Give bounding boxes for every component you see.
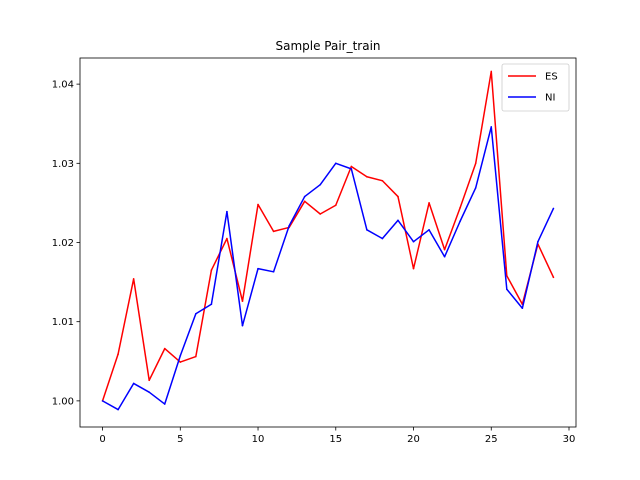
data-point-es (366, 175, 368, 178)
data-point-es (459, 206, 461, 209)
x-tick-label: 5 (177, 434, 183, 445)
y-tick-label: 1.04 (52, 80, 74, 91)
y-tick-label: 1.01 (52, 317, 74, 328)
data-point-es (428, 202, 430, 204)
data-point-ni (272, 271, 275, 273)
data-point-es (350, 165, 353, 168)
chart-title: Sample Pair_train (275, 39, 380, 53)
data-point-es (179, 361, 182, 363)
data-point-ni (366, 229, 368, 231)
x-tick-label: 20 (407, 434, 420, 445)
x-tick-label: 30 (563, 434, 576, 445)
ticks-layer: 0 5 10 15 20 25 30 1.00 1.01 1.02 1.03 1.04 (52, 80, 576, 445)
data-point-ni (381, 237, 384, 240)
x-tick-label: 15 (329, 434, 342, 445)
data-point-es (334, 204, 337, 207)
data-point-es (272, 230, 275, 233)
data-point-es (506, 274, 508, 277)
data-point-es (241, 300, 244, 302)
data-point-es (132, 278, 135, 280)
data-point-es (319, 213, 322, 215)
data-point-ni (521, 307, 524, 310)
x-tick-label: 0 (99, 434, 105, 445)
data-point-es (195, 355, 197, 358)
data-point-ni (490, 126, 493, 128)
data-point-ni (241, 324, 244, 327)
data-point-ni (163, 403, 166, 405)
data-point-es (552, 276, 555, 279)
data-point-es (474, 162, 477, 165)
legend-label-ni: NI (545, 93, 555, 104)
data-point-ni (350, 168, 353, 170)
data-point-ni (257, 267, 259, 270)
data-point-ni (552, 207, 555, 210)
data-point-ni (443, 255, 446, 258)
y-tick-label: 1.03 (52, 159, 74, 170)
data-point-ni (412, 240, 415, 243)
data-point-ni (428, 229, 430, 231)
data-point-es (412, 267, 415, 270)
data-point-es (381, 179, 384, 182)
data-point-ni (319, 183, 322, 186)
data-point-ni (179, 354, 182, 357)
data-point-ni (148, 391, 150, 393)
y-tick-label: 1.00 (52, 396, 74, 407)
data-point-es (163, 347, 166, 350)
data-point-es (443, 248, 446, 251)
data-point-ni (210, 303, 213, 306)
data-point-ni (195, 312, 197, 315)
series-line-es (101, 70, 555, 402)
data-point-ni (397, 219, 399, 222)
series-layer (101, 70, 555, 411)
data-point-ni (101, 400, 104, 402)
data-point-ni (474, 187, 477, 189)
data-point-es (226, 237, 228, 240)
data-point-es (148, 379, 150, 382)
x-tick-label: 10 (252, 434, 265, 445)
data-point-es (210, 269, 213, 272)
data-point-es (397, 195, 399, 198)
data-point-ni (132, 382, 135, 385)
data-point-es (257, 203, 259, 206)
legend: ES NI (501, 63, 570, 112)
data-point-ni (288, 225, 290, 227)
data-point-ni (226, 210, 228, 213)
legend-label-es: ES (545, 72, 558, 83)
data-point-es (117, 353, 119, 355)
data-point-es (303, 200, 306, 203)
series-line-ni (102, 126, 555, 411)
legend-box (501, 63, 570, 112)
x-tick-label: 25 (485, 434, 498, 445)
data-point-ni (334, 162, 337, 165)
y-tick-label: 1.02 (52, 238, 74, 249)
data-point-ni (506, 288, 508, 291)
data-point-ni (459, 220, 461, 222)
data-point-ni (537, 240, 539, 243)
data-point-es (490, 70, 493, 73)
data-point-ni (303, 195, 306, 198)
data-point-ni (117, 408, 119, 411)
